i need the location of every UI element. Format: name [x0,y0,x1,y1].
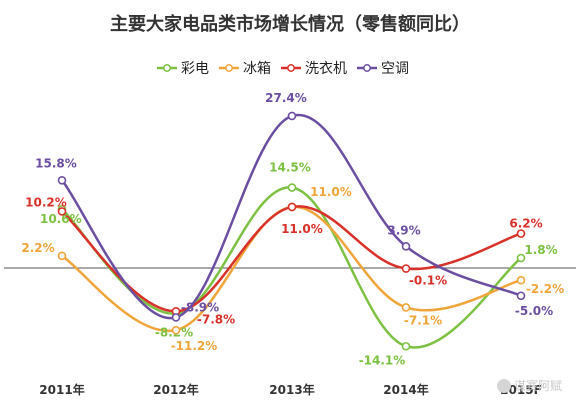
series-line-3 [61,113,522,320]
legend-swatch-icon [280,61,302,75]
data-point [516,291,526,301]
watermark-text: 谋赛阿赋 [513,379,562,393]
data-label: 11.0% [281,222,323,236]
data-label: 1.8% [524,243,557,257]
legend-item-1: 冰箱 [218,58,271,78]
data-label: 2.2% [21,241,54,255]
chart-title: 主要大家电品类市场增长情况（零售额同比） [110,14,470,35]
data-point [401,264,411,273]
data-label: 27.4% [265,91,307,105]
data-label: -14.1% [359,353,406,367]
data-point [516,275,526,285]
data-point [171,313,181,322]
data-point [516,229,526,238]
data-label: 14.5% [269,161,311,175]
data-point [401,341,411,351]
data-label: -11.2% [171,339,218,353]
data-point [401,242,411,251]
data-label: 15.8% [35,156,77,170]
data-point [171,325,181,335]
data-label: -7.1% [404,313,442,327]
legend-item-3: 空调 [356,58,409,78]
x-tick-label: 2012年 [153,382,198,397]
data-label: 10.2% [25,195,67,209]
legend-item-0: 彩电 [156,58,209,78]
data-label: 10.6% [40,212,82,226]
data-label: -2.2% [526,282,564,296]
data-point [57,207,67,216]
legend-label: 冰箱 [243,61,271,77]
x-tick-label: 2014年 [383,382,428,397]
x-tick-label: 2011年 [39,382,84,397]
data-point [287,183,297,192]
chart-legend: 彩电 冰箱 洗衣机 空调 [156,58,418,78]
series-line-0 [61,186,522,349]
legend-label: 洗衣机 [305,61,347,77]
legend-item-2: 洗衣机 [280,58,347,78]
data-label: -7.8% [197,312,235,326]
data-point [287,111,297,121]
legend-label: 彩电 [181,61,209,77]
data-point [401,303,411,312]
legend-label: 空调 [381,61,409,77]
data-point [287,202,297,212]
data-label: 3.9% [387,223,420,237]
data-point [516,253,526,263]
data-label: -8.9% [181,300,219,314]
legend-swatch-icon [356,61,378,75]
legend-swatch-icon [218,61,240,75]
data-label: -5.0% [515,304,553,318]
data-point [57,176,67,185]
data-label: -0.1% [409,274,447,288]
watermark: 谋赛阿赋 [496,377,562,394]
data-label: 11.0% [310,185,352,199]
legend-swatch-icon [156,61,178,75]
x-tick-label: 2013年 [269,382,314,397]
data-label: 6.2% [509,217,542,231]
wechat-icon [496,378,511,393]
data-point [57,251,67,261]
